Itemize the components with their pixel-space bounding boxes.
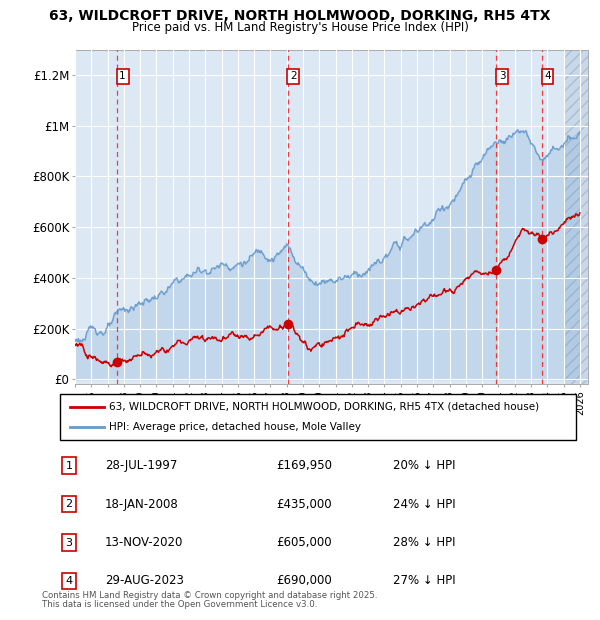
Text: £435,000: £435,000 — [276, 498, 332, 510]
Text: 4: 4 — [65, 576, 73, 586]
Text: 63, WILDCROFT DRIVE, NORTH HOLMWOOD, DORKING, RH5 4TX: 63, WILDCROFT DRIVE, NORTH HOLMWOOD, DOR… — [49, 9, 551, 24]
Text: This data is licensed under the Open Government Licence v3.0.: This data is licensed under the Open Gov… — [42, 600, 317, 609]
Bar — [563, 50, 593, 384]
Text: £605,000: £605,000 — [276, 536, 332, 549]
Text: 2: 2 — [290, 71, 296, 81]
Text: £690,000: £690,000 — [276, 575, 332, 587]
Text: 29-AUG-2023: 29-AUG-2023 — [105, 575, 184, 587]
Text: 13-NOV-2020: 13-NOV-2020 — [105, 536, 184, 549]
Text: 18-JAN-2008: 18-JAN-2008 — [105, 498, 179, 510]
Text: 4: 4 — [544, 71, 551, 81]
Text: 3: 3 — [499, 71, 505, 81]
Text: 3: 3 — [65, 538, 73, 547]
Text: HPI: Average price, detached house, Mole Valley: HPI: Average price, detached house, Mole… — [109, 422, 361, 432]
Text: 1: 1 — [65, 461, 73, 471]
Text: 28-JUL-1997: 28-JUL-1997 — [105, 459, 178, 472]
Text: £169,950: £169,950 — [276, 459, 332, 472]
Text: 28% ↓ HPI: 28% ↓ HPI — [393, 536, 455, 549]
Text: 63, WILDCROFT DRIVE, NORTH HOLMWOOD, DORKING, RH5 4TX (detached house): 63, WILDCROFT DRIVE, NORTH HOLMWOOD, DOR… — [109, 402, 539, 412]
Text: 24% ↓ HPI: 24% ↓ HPI — [393, 498, 455, 510]
FancyBboxPatch shape — [60, 394, 576, 440]
Bar — [563, 50, 593, 384]
Text: 27% ↓ HPI: 27% ↓ HPI — [393, 575, 455, 587]
Text: Price paid vs. HM Land Registry's House Price Index (HPI): Price paid vs. HM Land Registry's House … — [131, 21, 469, 34]
Text: Contains HM Land Registry data © Crown copyright and database right 2025.: Contains HM Land Registry data © Crown c… — [42, 590, 377, 600]
Text: 20% ↓ HPI: 20% ↓ HPI — [393, 459, 455, 472]
Text: 1: 1 — [119, 71, 126, 81]
Text: 2: 2 — [65, 499, 73, 509]
